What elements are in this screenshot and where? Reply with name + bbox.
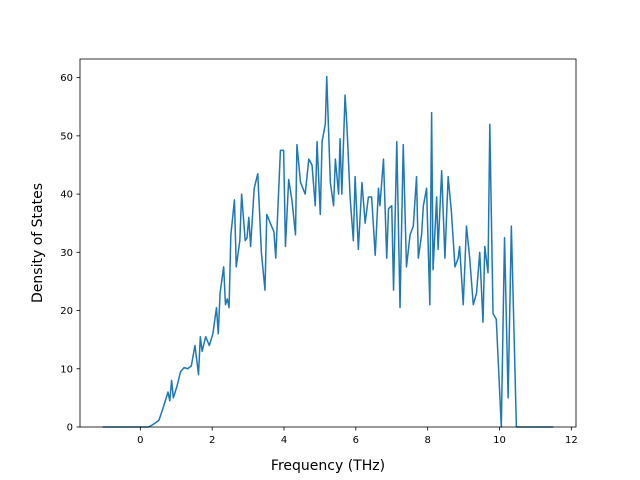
y-tick-label: 60 [60,73,73,84]
y-axis-label: Density of States [30,183,46,303]
plot-frame [79,58,577,428]
x-axis-label: Frequency (THz) [271,458,385,474]
y-tick-label: 40 [60,190,73,201]
x-tick-label: 2 [209,435,215,446]
x-tick-label: 4 [281,435,287,446]
x-tick-label: 10 [493,435,506,446]
x-tick-label: 6 [353,435,359,446]
x-tick-label: 12 [565,435,578,446]
y-tick-label: 30 [60,248,73,259]
x-tick-label: 0 [137,435,143,446]
y-tick-label: 0 [67,423,73,434]
y-tick-label: 20 [60,306,73,317]
y-tick-label: 50 [60,131,73,142]
x-tick-label: 8 [424,435,430,446]
y-tick-label: 10 [60,364,73,375]
data-line [102,75,554,428]
